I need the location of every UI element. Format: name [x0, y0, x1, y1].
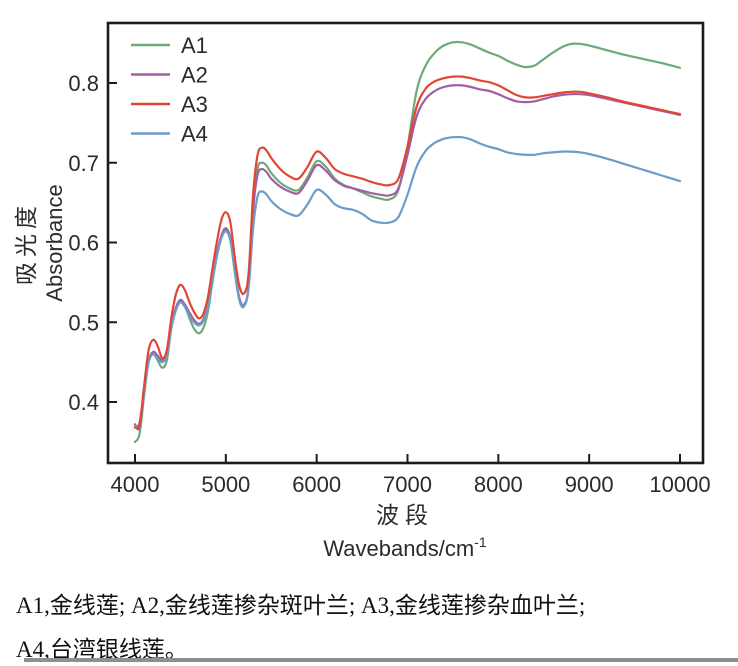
legend: A1 A2 A3 A4 — [131, 33, 208, 147]
spectra-chart: 4000 5000 6000 7000 8000 9000 10000 0.4 0.5 0.6 0.… — [13, 21, 711, 561]
x-tick-label: 10000 — [649, 472, 710, 497]
caption-line-1: A1,金线莲; A2,金线莲掺杂斑叶兰; A3,金线莲掺杂血叶兰; — [16, 593, 586, 618]
legend-item-A1: A1 — [131, 33, 208, 58]
legend-item-A3: A3 — [131, 92, 208, 117]
y-tick-label: 0.5 — [68, 310, 99, 335]
caption-line-2: A4,台湾银线莲。 — [16, 637, 188, 662]
x-axis-title-en: Wavebands/cm-1 — [323, 534, 486, 561]
legend-label-A1: A1 — [181, 33, 208, 58]
legend-label-A3: A3 — [181, 92, 208, 117]
legend-label-A4: A4 — [181, 122, 208, 147]
x-tick-label: 5000 — [201, 472, 250, 497]
series-line-A2 — [133, 84, 682, 431]
x-tick-label: 7000 — [383, 472, 432, 497]
legend-item-A4: A4 — [131, 122, 208, 147]
plot-frame — [106, 21, 705, 465]
y-tick-label: 0.7 — [68, 151, 99, 176]
y-tick-label: 0.4 — [68, 390, 99, 415]
series-line-A3 — [133, 75, 682, 430]
bottom-rule — [24, 658, 738, 662]
legend-item-A2: A2 — [131, 63, 208, 88]
y-tick-label: 0.8 — [68, 71, 99, 96]
x-tick-label: 4000 — [111, 472, 160, 497]
y-axis-title-en: Absorbance — [42, 184, 67, 301]
x-axis-title-superscript: -1 — [474, 534, 487, 550]
y-tick-label: 0.6 — [68, 231, 99, 256]
figure-caption: A1,金线莲; A2,金线莲掺杂斑叶兰; A3,金线莲掺杂血叶兰; A4,台湾银… — [16, 584, 726, 666]
series-line-A4 — [133, 135, 682, 428]
y-axis-title-zh: 吸光度 — [13, 201, 39, 285]
legend-label-A2: A2 — [181, 63, 208, 88]
x-tick-label: 8000 — [474, 472, 523, 497]
x-axis-title-zh: 波段 — [376, 502, 434, 528]
x-tick-label: 9000 — [565, 472, 614, 497]
x-tick-label: 6000 — [292, 472, 341, 497]
